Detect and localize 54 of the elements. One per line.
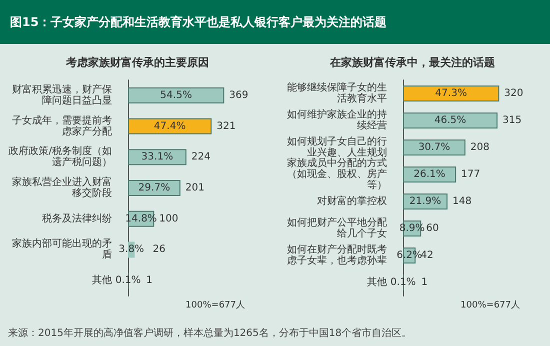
y-tick-label: 如何把财产公平地分配给几个子女: [287, 216, 387, 240]
annotation: 315: [502, 115, 522, 126]
data-label: 29.7%: [138, 182, 170, 194]
text: 100%=677人: [186, 300, 246, 310]
y-tick-label: 其他: [92, 274, 112, 286]
data-label: 26.1%: [414, 169, 446, 180]
y-tick-label: 税务及法律纠纷: [42, 212, 112, 224]
annotation: 208: [470, 142, 490, 153]
chart-title: 在家族财富传承中，最关注的话题: [329, 56, 495, 69]
data-label: 47.4%: [154, 120, 186, 132]
bar: [403, 140, 466, 156]
y-tick-label: 如何在财产分配时既考虑子女辈，也考虑孙辈: [287, 244, 387, 266]
y-tick-label: 家族内部可能出现的矛盾: [12, 238, 112, 261]
data-label: 30.7%: [418, 142, 450, 153]
data-label: 21.9%: [409, 196, 442, 207]
annotation: 100: [159, 213, 178, 224]
annotation: 369: [229, 90, 248, 101]
data-label: 54.5%: [160, 90, 192, 101]
data-label: 3.8%: [118, 244, 144, 256]
y-tick-label: 对财富的掌控权: [317, 195, 387, 207]
bar: [128, 87, 224, 104]
annotation: 321: [216, 120, 236, 132]
bar: [128, 118, 212, 134]
annotation: 177: [461, 169, 480, 180]
y-tick-label: 子女成年，需要提前考虑家产分配: [12, 114, 112, 138]
text: 100%=677人: [460, 300, 520, 310]
annotation: 60: [426, 223, 439, 234]
y-tick-label: 其他: [367, 276, 387, 288]
annotation: 201: [185, 182, 204, 194]
bar: [403, 112, 498, 128]
data-label: 33.1%: [141, 152, 174, 163]
y-tick-label: 家族成员中分配的方式（如现金、股权、房产等）: [287, 157, 387, 191]
annotation: 320: [504, 88, 524, 99]
annotation: 26: [152, 244, 166, 256]
chart-subtitle: 考虑家族财富传承的主要原因: [65, 56, 209, 69]
data-label: 14.8%: [125, 213, 157, 224]
annotation: 224: [191, 152, 210, 163]
y-tick-label: 能够继续保障子女的生活教育水平: [287, 82, 387, 104]
y-tick-label: 如何维护家族企业的持续经营: [287, 108, 387, 132]
annotation: 42: [420, 250, 434, 261]
data-label: 6.2%: [396, 250, 422, 261]
data-label: 46.5%: [434, 115, 466, 126]
bar: [403, 86, 500, 102]
annotation: 1: [146, 275, 153, 286]
annotation: 1: [421, 277, 428, 288]
data-label: 8.9%: [399, 223, 425, 234]
data-label: 47.3%: [435, 88, 467, 99]
y-tick-label: 家族私营企业进入财富移交阶段: [12, 176, 112, 199]
chart-title: 图15：子女家产分配和生活教育水平也是私人银行客户最为关注的话题: [0, 0, 550, 44]
source-note: 来源：2015年开展的高净值客户调研，样本总量为1265名，分布于中国18个省市自治区。: [8, 326, 412, 340]
y-tick-label: 如何规划子女自己的行业兴趣、人生规划: [287, 136, 387, 158]
y-tick-label: 财富积累迅速，财产保障问题日益凸显: [12, 83, 112, 106]
y-tick-label: 政府政策/税务制度（如遗产税问题）: [8, 145, 112, 168]
annotation: 148: [452, 196, 472, 207]
